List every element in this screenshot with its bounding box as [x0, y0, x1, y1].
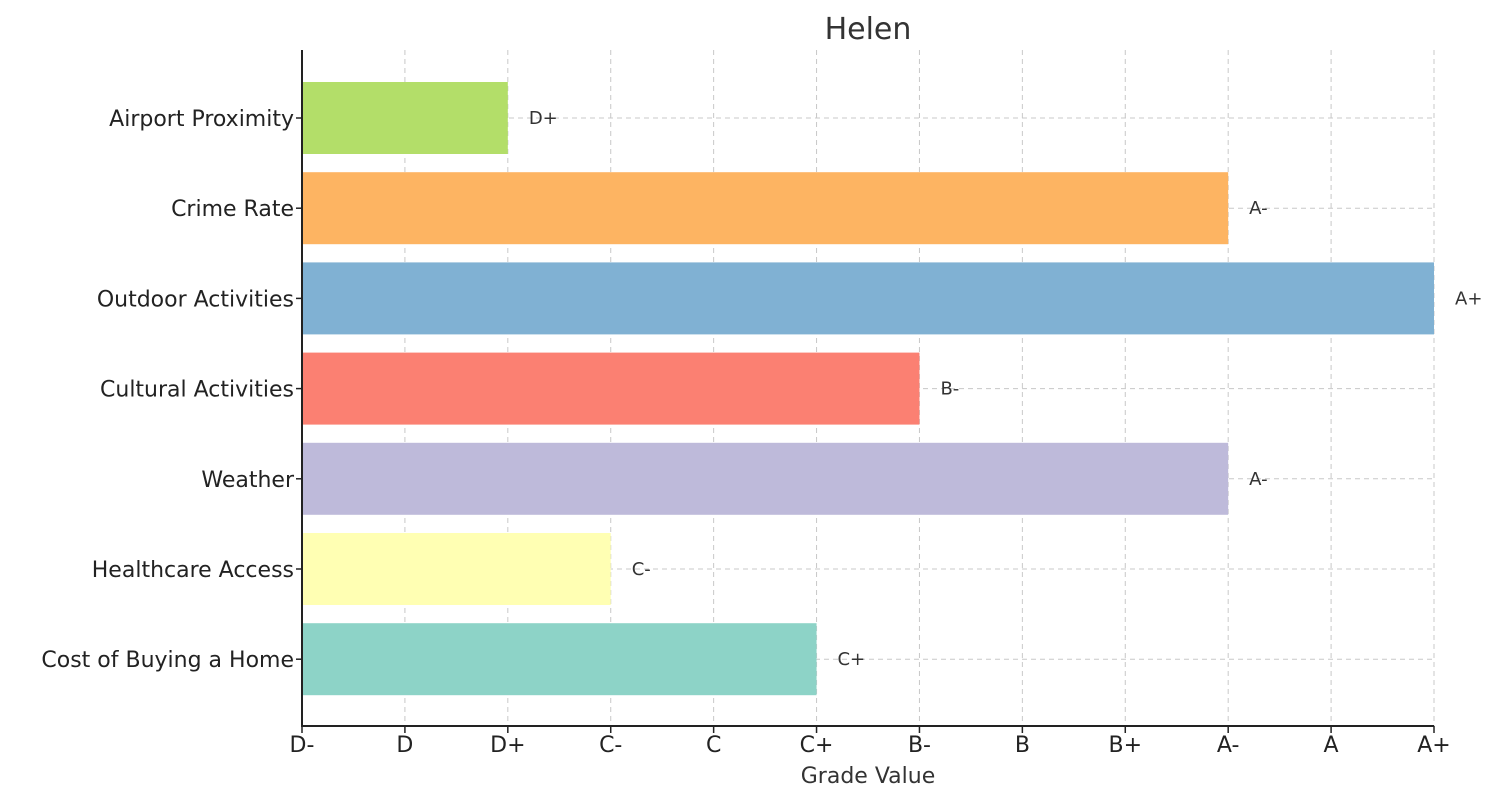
bar-value-label: C+	[838, 649, 866, 670]
x-tick-label: A-	[1217, 733, 1240, 758]
x-tick-label: B+	[1109, 733, 1143, 758]
x-tick-label: A+	[1417, 733, 1450, 758]
chart-title: Helen	[825, 12, 912, 47]
y-tick-label: Healthcare Access	[92, 558, 294, 583]
bar-value-label: C-	[632, 559, 651, 580]
bar-value-label: A+	[1455, 288, 1482, 309]
y-tick-label: Cultural Activities	[100, 378, 294, 403]
x-tick-label: D-	[290, 733, 315, 758]
bar-value-label: B-	[940, 379, 959, 400]
bar	[302, 623, 817, 696]
x-tick-label: C+	[800, 733, 834, 758]
bars: D+ A- A+ B- A- C- C+	[302, 82, 1482, 696]
bar	[302, 262, 1434, 335]
bar-value-label: A-	[1249, 198, 1267, 219]
y-tick-label: Cost of Buying a Home	[41, 648, 294, 673]
x-tick-label: C-	[599, 733, 622, 758]
x-tick-label: B-	[908, 733, 931, 758]
x-tick-label: C	[706, 733, 721, 758]
bar-value-label: A-	[1249, 469, 1267, 490]
x-tick-label: D	[396, 733, 413, 758]
bar	[302, 533, 611, 605]
y-tick-label: Weather	[201, 468, 295, 493]
x-tick-label: A	[1324, 733, 1339, 758]
axes: Airport Proximity Crime Rate Outdoor Activ…	[41, 50, 1451, 758]
bar-value-label: D+	[529, 108, 558, 129]
bar	[302, 172, 1229, 245]
y-tick-label: Crime Rate	[171, 197, 294, 222]
y-tick-label: Airport Proximity	[109, 107, 294, 132]
x-tick-label: D+	[490, 733, 525, 758]
x-axis-label: Grade Value	[801, 764, 935, 789]
bar	[302, 442, 1229, 515]
x-tick-label: B	[1015, 733, 1030, 758]
bar	[302, 352, 920, 425]
y-tick-label: Outdoor Activities	[97, 287, 294, 312]
bar	[302, 82, 508, 154]
